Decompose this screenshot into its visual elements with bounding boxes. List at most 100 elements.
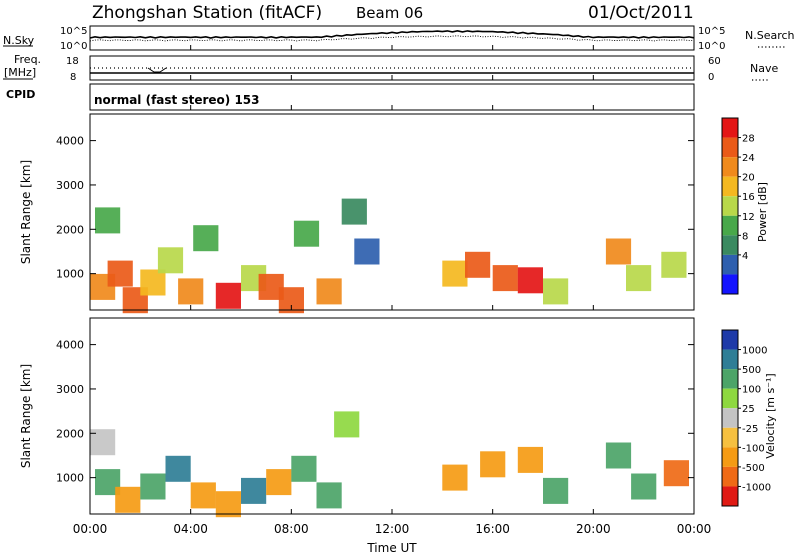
colorbar-tick-label: 16 [742, 192, 755, 203]
heatmap-cell [157, 247, 184, 274]
heatmap-cell [165, 455, 191, 482]
colorbar-segment [722, 466, 738, 487]
heatmap-cell [543, 477, 569, 504]
colorbar-tick-label: -25 [742, 424, 758, 435]
heatmap-cell [334, 411, 360, 438]
power-colorbar: 28 24 20 16 12 8 4 [721, 117, 755, 295]
colorbar-segment [722, 235, 738, 255]
colorbar-tick-label: 28 [742, 134, 755, 145]
colorbar-segment [722, 330, 738, 350]
nsearch-tick-bottom: 10^0 [698, 41, 725, 52]
heatmap-cell [543, 278, 569, 305]
heatmap-cell [241, 477, 267, 504]
heatmap-cell [107, 260, 133, 287]
colorbar-tick-label: 500 [742, 365, 761, 376]
colorbar-tick-label: -1000 [742, 482, 771, 493]
x-tick-label: 04:00 [173, 522, 208, 536]
heatmap-cell [115, 486, 141, 513]
colorbar-tick-label: 20 [742, 173, 755, 184]
heatmap-cell [480, 451, 506, 478]
heatmap-cell [605, 442, 632, 469]
heatmap-cell [661, 251, 687, 278]
x-tick-label: 08:00 [274, 522, 309, 536]
y-tick-label: 3000 [56, 179, 84, 192]
beam-label: Beam 06 [356, 4, 423, 22]
y-tick-label: 4000 [56, 339, 84, 352]
heatmap-cell [316, 278, 342, 305]
freq-panel: Freq. [MHz] 18 8 60 0 Nave [3, 53, 778, 83]
heatmap-cell [626, 265, 652, 292]
nave-tick-bottom: 0 [708, 72, 714, 83]
colorbar-segment [722, 369, 738, 389]
velocity-y-label: Slant Range [km] [19, 364, 33, 468]
heatmap-cell [492, 265, 518, 292]
velocity-plot-frame [89, 317, 695, 515]
cpid-label: CPID [6, 88, 35, 101]
nsky-label: N.Sky [3, 34, 35, 47]
mode-text: normal (fast stereo) 153 [94, 93, 260, 107]
x-tick-label: 12:00 [375, 522, 410, 536]
heatmap-cell [517, 267, 543, 294]
nave-tick-top: 60 [708, 56, 721, 67]
heatmap-cell [215, 282, 241, 309]
nave-dip [147, 67, 167, 73]
velocity-y-axis: 1000 2000 3000 4000 [56, 339, 694, 485]
colorbar-segment [722, 118, 738, 138]
y-tick-label: 2000 [56, 427, 84, 440]
colorbar-segment [722, 408, 738, 428]
cpid-panel: CPID normal (fast stereo) 153 [6, 83, 695, 111]
nave-label: Nave [750, 62, 778, 75]
colorbar-tick-label: -100 [742, 443, 765, 454]
heatmap-cell [631, 473, 657, 500]
freq-tick-top: 18 [66, 56, 79, 67]
freq-tick-bottom: 8 [70, 72, 76, 83]
nsky-trace [89, 29, 695, 39]
colorbar-segment [722, 254, 738, 275]
date-label: 01/Oct/2011 [588, 3, 694, 23]
time-x-axis: 00:00 04:00 08:00 12:00 16:00 20:00 00:00 [73, 45, 712, 536]
velocity-colorbar-label: Velocity [m s⁻¹] [764, 373, 777, 458]
colorbar-tick-label: -500 [742, 463, 765, 474]
colorbar-frame [721, 117, 739, 295]
colorbar-tick-label: 1000 [742, 346, 767, 357]
y-tick-label: 2000 [56, 223, 84, 236]
y-tick-label: 1000 [56, 268, 84, 281]
colorbar-tick-label: 8 [742, 231, 748, 242]
power-panel: 1000 2000 3000 4000 Slant Range [km] 28 24 20… [19, 113, 769, 314]
colorbar-tick-label: 24 [742, 153, 755, 164]
colorbar-segment [722, 215, 738, 236]
nsearch-label: N.Search [745, 29, 795, 42]
nsearch-tick-top: 10^5 [698, 26, 725, 37]
colorbar-segment [722, 486, 738, 506]
heatmap-cell [140, 269, 166, 296]
heatmap-cell [442, 260, 468, 287]
colorbar-segment [722, 157, 738, 177]
power-y-label: Slant Range [km] [19, 160, 33, 264]
colorbar-segment [722, 196, 738, 216]
colorbar-segment [722, 349, 738, 370]
heatmap-cell [354, 238, 380, 265]
colorbar-segment [722, 447, 738, 467]
x-tick-label: 20:00 [576, 522, 611, 536]
heatmap-cell [190, 482, 216, 509]
power-heatmap-cells [90, 198, 687, 314]
heatmap-cell [215, 491, 241, 518]
heatmap-cell [442, 464, 468, 491]
power-y-axis: 1000 2000 3000 4000 [56, 135, 694, 281]
y-tick-label: 1000 [56, 472, 84, 485]
station-title: Zhongshan Station (fitACF) [92, 3, 322, 23]
power-colorbar-label: Power [dB] [756, 182, 769, 242]
nsky-tick-top: 10^5 [60, 26, 87, 37]
heatmap-cell [316, 482, 342, 509]
velocity-heatmap-cells [90, 411, 689, 518]
heatmap-cell [193, 225, 219, 252]
colorbar-segment [722, 137, 738, 158]
colorbar-segment [722, 388, 738, 409]
x-tick-label: 16:00 [475, 522, 510, 536]
heatmap-cell [95, 207, 121, 234]
x-tick-label: 00:00 [677, 522, 712, 536]
colorbar-segment [722, 176, 738, 197]
colorbar-segment [722, 274, 738, 294]
heatmap-cell [178, 278, 204, 305]
